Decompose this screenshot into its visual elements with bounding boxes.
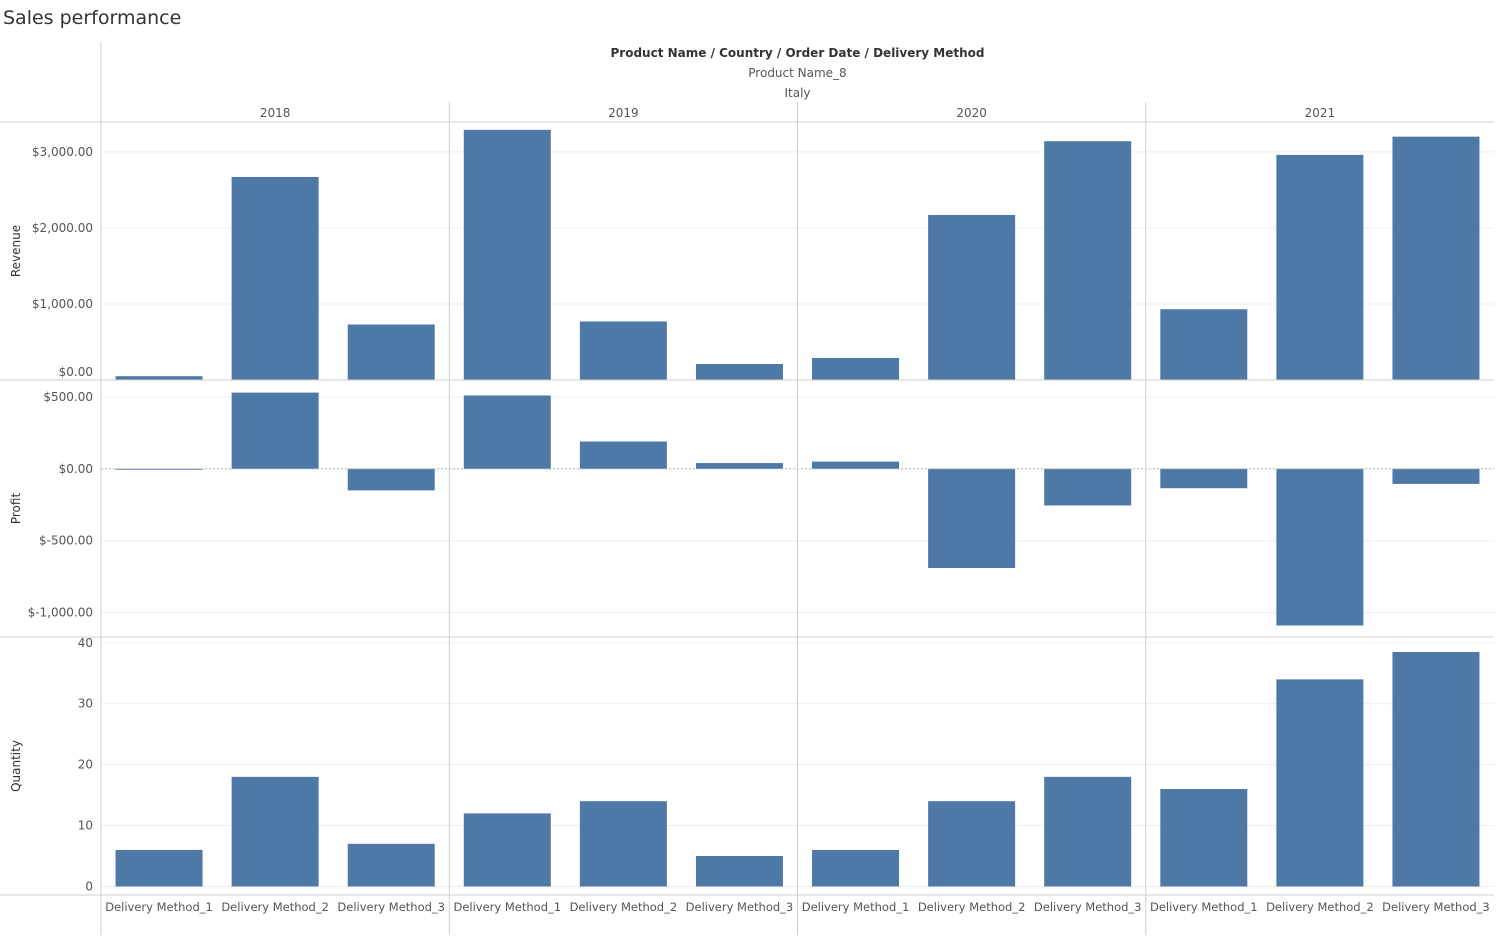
bar-revenue-2019-1 [463, 129, 551, 380]
y-tick-label: 10 [78, 819, 93, 833]
bar-revenue-2019-3 [695, 364, 783, 380]
y-tick-label: $3,000.00 [32, 145, 93, 159]
x-category-label: Delivery Method_2 [1266, 900, 1374, 914]
year-header-2020: 2020 [956, 106, 987, 120]
year-header-2019: 2019 [608, 106, 639, 120]
bar-profit-2019-1 [463, 395, 551, 469]
bar-quantity-2018-2 [231, 776, 319, 887]
header-levels: Product Name / Country / Order Date / De… [610, 46, 984, 60]
axis-title-revenue: Revenue [9, 225, 23, 277]
x-category-label: Delivery Method_3 [1034, 900, 1142, 914]
bar-quantity-2018-1 [115, 849, 203, 887]
bar-revenue-2021-1 [1160, 309, 1248, 380]
y-tick-label: $0.00 [59, 462, 93, 476]
page-title: Sales performance [3, 7, 182, 29]
y-tick-label: 0 [85, 879, 93, 893]
x-category-label: Delivery Method_3 [1382, 900, 1490, 914]
bar-quantity-2019-2 [579, 801, 667, 887]
x-category-label: Delivery Method_2 [221, 900, 329, 914]
bar-quantity-2020-1 [812, 849, 900, 887]
y-tick-label: 40 [78, 636, 93, 650]
y-tick-label: $0.00 [59, 365, 93, 379]
bar-profit-2020-3 [1044, 468, 1132, 506]
bar-profit-2021-2 [1276, 468, 1364, 626]
bar-revenue-2019-2 [579, 321, 667, 380]
bar-revenue-2021-3 [1392, 136, 1480, 380]
bar-revenue-2018-1 [115, 376, 203, 380]
bar-profit-2018-2 [231, 392, 319, 469]
bar-quantity-2019-1 [463, 813, 551, 887]
y-tick-label: $1,000.00 [32, 297, 93, 311]
bar-revenue-2020-2 [928, 214, 1016, 380]
bar-profit-2021-3 [1392, 468, 1480, 484]
header-country: Italy [784, 86, 810, 100]
bar-quantity-2021-3 [1392, 651, 1480, 887]
bar-quantity-2019-3 [695, 856, 783, 887]
axis-title-profit: Profit [9, 493, 23, 525]
bar-profit-2021-1 [1160, 468, 1248, 489]
y-tick-label: $2,000.00 [32, 221, 93, 235]
year-header-2021: 2021 [1305, 106, 1336, 120]
x-category-label: Delivery Method_1 [105, 900, 213, 914]
bar-profit-2019-3 [695, 463, 783, 469]
bar-revenue-2021-2 [1276, 154, 1364, 380]
year-header-2018: 2018 [260, 106, 291, 120]
bar-quantity-2021-1 [1160, 789, 1248, 887]
bar-quantity-2018-3 [347, 843, 435, 887]
bar-quantity-2021-2 [1276, 679, 1364, 887]
x-category-label: Delivery Method_3 [337, 900, 445, 914]
x-category-label: Delivery Method_1 [453, 900, 561, 914]
bar-quantity-2020-2 [928, 801, 1016, 887]
x-category-label: Delivery Method_3 [686, 900, 794, 914]
bar-profit-2018-3 [347, 468, 435, 491]
y-tick-label: $-1,000.00 [28, 606, 93, 620]
bar-profit-2020-2 [928, 468, 1016, 568]
bar-revenue-2018-2 [231, 176, 319, 380]
y-tick-label: 30 [78, 697, 93, 711]
x-category-label: Delivery Method_1 [802, 900, 910, 914]
bar-profit-2020-1 [812, 461, 900, 469]
axis-title-quantity: Quantity [9, 740, 23, 792]
bar-profit-2019-2 [579, 441, 667, 469]
x-category-label: Delivery Method_2 [918, 900, 1026, 914]
bar-revenue-2018-3 [347, 324, 435, 380]
y-tick-label: $-500.00 [39, 534, 93, 548]
bar-profit-2018-1 [115, 468, 203, 470]
x-category-label: Delivery Method_2 [570, 900, 678, 914]
header-product: Product Name_8 [748, 66, 846, 80]
bar-revenue-2020-1 [812, 357, 900, 380]
x-category-label: Delivery Method_1 [1150, 900, 1258, 914]
bar-revenue-2020-3 [1044, 141, 1132, 380]
y-tick-label: $500.00 [43, 390, 93, 404]
y-tick-label: 20 [78, 758, 93, 772]
bar-quantity-2020-3 [1044, 776, 1132, 887]
